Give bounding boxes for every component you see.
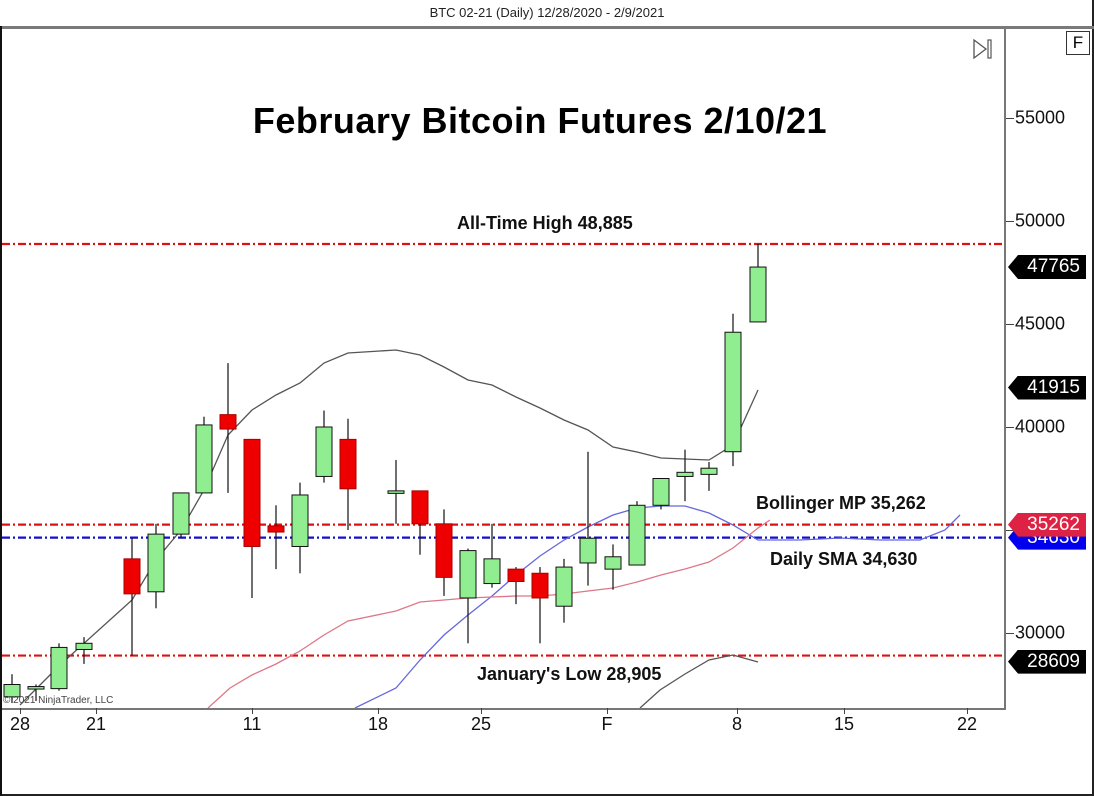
- sma-annotation: Daily SMA 34,630: [770, 549, 918, 569]
- x-tick-label: 11: [242, 714, 262, 734]
- candle-up: [75, 642, 93, 650]
- x-tick: [481, 708, 482, 714]
- candle-down: [123, 558, 141, 595]
- candle-down: [339, 438, 357, 490]
- x-tick-label: 25: [470, 714, 492, 734]
- candle-up: [315, 426, 333, 477]
- x-tick: [737, 708, 738, 714]
- january-low-annotation: January's Low 28,905: [477, 664, 662, 684]
- x-tick: [96, 708, 97, 714]
- candle-up: [147, 533, 165, 593]
- y-tick: [1006, 221, 1014, 222]
- left-border: [0, 26, 2, 796]
- price-tag: 47765: [1008, 255, 1086, 280]
- indicator-bollinger-lower: [207, 519, 771, 708]
- candle-up: [459, 550, 477, 599]
- candle-up: [195, 424, 213, 494]
- x-tick-label: 22: [956, 714, 978, 734]
- candle-up: [579, 537, 597, 564]
- play-to-end-icon[interactable]: [972, 38, 994, 60]
- indicator-bollinger-upper: [19, 349, 759, 706]
- candle-down: [219, 414, 237, 430]
- f-button[interactable]: F: [1066, 31, 1090, 55]
- candle-up: [652, 478, 670, 506]
- y-tick: [1006, 530, 1014, 531]
- candle-up: [676, 471, 694, 477]
- y-tick-label: 55000: [1015, 107, 1066, 128]
- candle-up: [172, 492, 190, 535]
- candle-up: [628, 504, 646, 566]
- x-tick-label: 15: [833, 714, 855, 734]
- y-tick: [1006, 118, 1014, 119]
- chart-header: BTC 02-21 (Daily) 12/28/2020 - 2/9/2021: [429, 5, 665, 20]
- candle-down: [243, 438, 261, 547]
- candle-up: [749, 266, 767, 323]
- x-tick: [20, 708, 21, 714]
- candle-down: [507, 568, 525, 583]
- candle-down: [435, 523, 453, 578]
- x-tick: [252, 708, 253, 714]
- x-tick: [378, 708, 379, 714]
- y-tick-label: 50000: [1015, 210, 1066, 231]
- candle-up: [27, 686, 45, 690]
- header-divider: [0, 26, 1094, 29]
- candle-up: [483, 558, 501, 585]
- indicator-lower-band-tail: [639, 654, 759, 708]
- x-tick: [607, 708, 608, 714]
- candle-down: [411, 490, 429, 525]
- bollinger-annotation: Bollinger MP 35,262: [756, 493, 926, 513]
- y-tick-label: 40000: [1015, 416, 1066, 437]
- x-tick-label: F: [601, 714, 613, 734]
- candle-down: [267, 525, 285, 533]
- candle-up: [387, 490, 405, 494]
- x-tick: [844, 708, 845, 714]
- x-tick: [967, 708, 968, 714]
- copyright-text: © 2021 NinjaTrader, LLC: [3, 695, 114, 706]
- ath-annotation: All-Time High 48,885: [457, 213, 633, 233]
- candle-up: [604, 556, 622, 570]
- y-tick-label: 30000: [1015, 622, 1066, 643]
- candle-up: [724, 331, 742, 453]
- price-panel[interactable]: [2, 29, 1006, 710]
- chart-title: February Bitcoin Futures 2/10/21: [252, 100, 828, 141]
- y-tick: [1006, 324, 1014, 325]
- y-tick: [1006, 633, 1014, 634]
- price-tag: 28609: [1008, 649, 1086, 674]
- candle-up: [555, 566, 573, 607]
- candle-up: [700, 467, 718, 475]
- price-tag: 41915: [1008, 375, 1086, 400]
- x-tick-label: 8: [731, 714, 743, 734]
- candle-up: [50, 646, 68, 690]
- y-tick-label: 45000: [1015, 313, 1066, 334]
- candle-down: [531, 572, 549, 599]
- price-tag: 35262: [1008, 512, 1086, 537]
- x-tick-label: 21: [85, 714, 107, 734]
- y-tick: [1006, 427, 1014, 428]
- candle-up: [3, 684, 21, 698]
- x-tick-label: 28: [9, 714, 31, 734]
- x-tick-label: 18: [367, 714, 389, 734]
- candle-up: [291, 494, 309, 547]
